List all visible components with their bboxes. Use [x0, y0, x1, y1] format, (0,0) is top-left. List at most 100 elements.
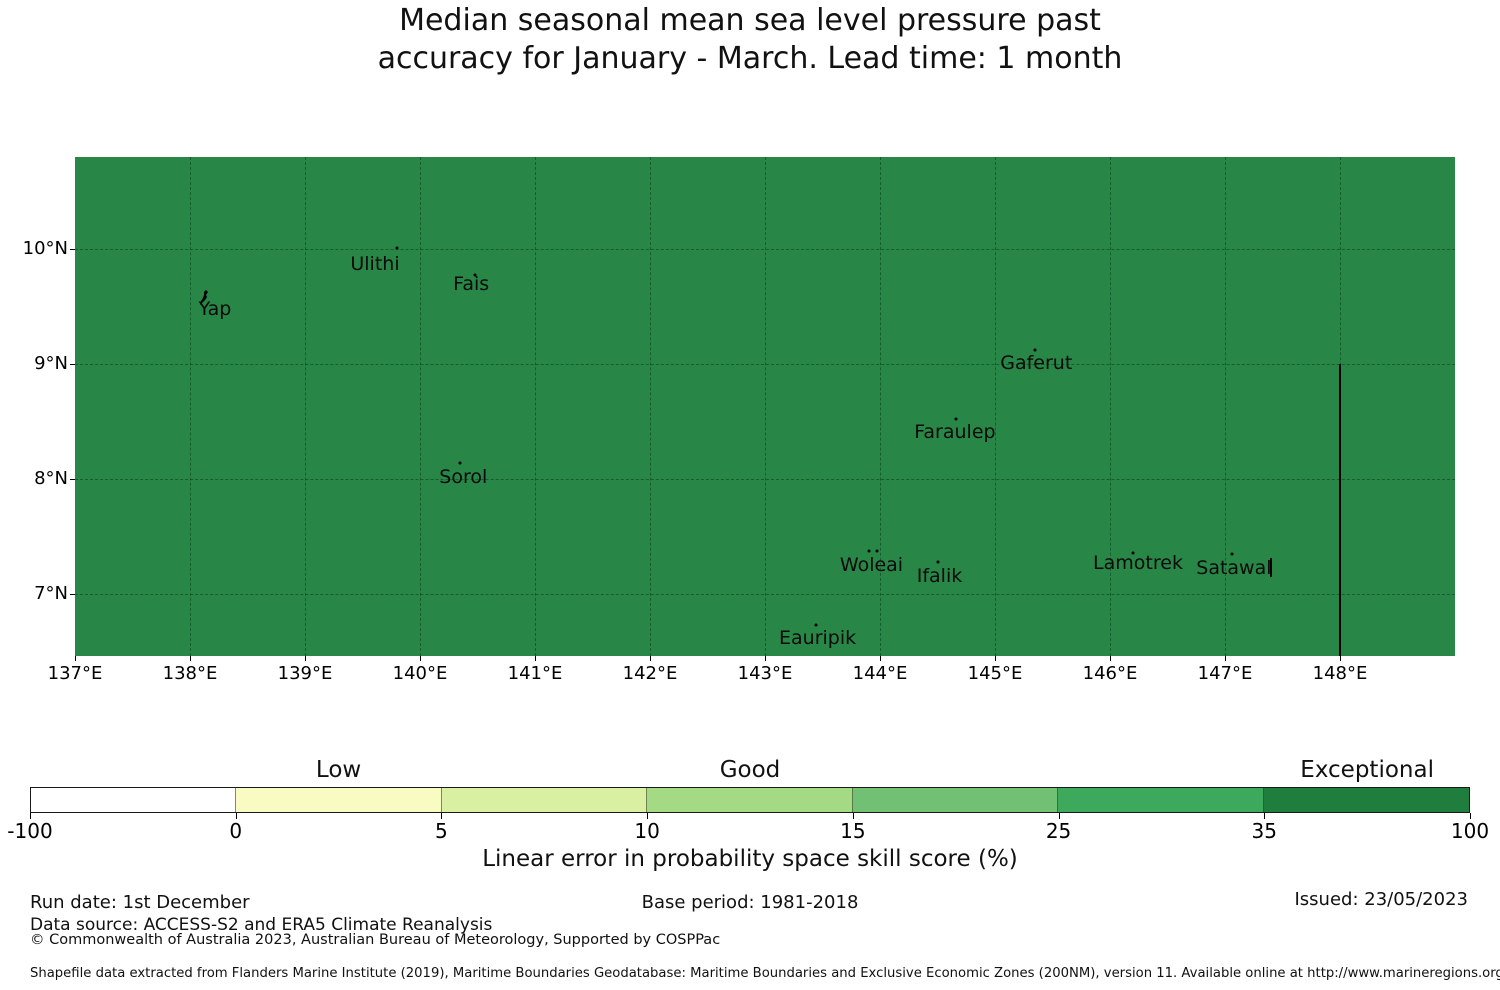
island-marker-dot: [473, 273, 477, 277]
grid-line-vertical: [535, 157, 536, 656]
grid-line-vertical: [765, 157, 766, 656]
y-axis-tick: [70, 594, 75, 595]
shapefile-attribution-text: Shapefile data extracted from Flanders M…: [30, 966, 1500, 981]
x-tick-label: 148°E: [1312, 663, 1368, 684]
colorbar-tick-label: 25: [1045, 819, 1072, 843]
island-label-ifalik: Ifalik: [916, 564, 963, 587]
grid-line-horizontal: [75, 479, 1455, 480]
colorbar-segment: [236, 788, 442, 812]
x-tick-label: 141°E: [507, 663, 563, 684]
eez-boundary-line: [1270, 558, 1272, 577]
y-tick-label: 7°N: [34, 583, 68, 604]
island-label-fais: Fais: [453, 273, 490, 296]
island-label-gaferut: Gaferut: [1000, 352, 1073, 375]
y-tick-label: 8°N: [34, 468, 68, 489]
colorbar-tick-label: 10: [634, 819, 660, 843]
grid-line-horizontal: [75, 364, 1455, 365]
grid-line-horizontal: [75, 594, 1455, 595]
x-axis-tick: [1110, 656, 1111, 661]
x-tick-label: 140°E: [392, 663, 448, 684]
x-axis-tick: [650, 656, 651, 661]
colorbar-segment: [647, 788, 853, 812]
grid-line-vertical: [420, 157, 421, 656]
x-axis-tick: [75, 656, 76, 661]
colorbar-tick: [235, 813, 237, 819]
y-axis-tick: [70, 364, 75, 365]
colorbar-segment: [1058, 788, 1264, 812]
grid-line-vertical: [1225, 157, 1226, 656]
y-axis-tick: [70, 249, 75, 250]
figure-title-line2: accuracy for January - March. Lead time:…: [377, 41, 1123, 76]
island-marker-dot: [1131, 551, 1135, 555]
issued-date-text: Issued: 23/05/2023: [1294, 889, 1468, 910]
colorbar-segment: [441, 788, 648, 812]
x-tick-label: 138°E: [162, 663, 218, 684]
x-axis-tick: [880, 656, 881, 661]
island-marker-dot: [954, 417, 958, 421]
island-label-faraulep: Faraulep: [914, 421, 996, 444]
figure-title-line1: Median seasonal mean sea level pressure …: [399, 3, 1101, 38]
x-tick-label: 146°E: [1082, 663, 1138, 684]
x-tick-label: 143°E: [737, 663, 793, 684]
colorbar-tick: [30, 813, 31, 819]
island-label-yap: Yap: [198, 297, 232, 320]
x-axis-tick: [1340, 656, 1341, 661]
x-tick-label: 137°E: [47, 663, 103, 684]
island-label-sorol: Sorol: [439, 465, 488, 488]
colorbar: [30, 787, 1470, 813]
y-axis-tick: [70, 479, 75, 480]
data-source-text: Data source: ACCESS-S2 and ERA5 Climate …: [30, 915, 493, 935]
island-shape-yap: [199, 289, 208, 305]
x-tick-label: 142°E: [622, 663, 678, 684]
colorbar-zone-label-exceptional: Exceptional: [1300, 757, 1434, 783]
colorbar-tick: [1470, 813, 1471, 819]
copyright-text: © Commonwealth of Australia 2023, Austra…: [30, 932, 721, 948]
x-axis-tick: [995, 656, 996, 661]
island-marker-dot: [458, 461, 462, 465]
island-marker-dot: [875, 549, 878, 553]
colorbar-tick: [441, 813, 443, 819]
map-plot-area: Yap Ulithi Fais Sorol Gaferut Faraulep Woleai I…: [75, 157, 1455, 656]
figure-title: Median seasonal mean sea level pressure …: [0, 2, 1500, 78]
x-tick-label: 139°E: [277, 663, 333, 684]
x-axis-tick: [305, 656, 306, 661]
colorbar-axis-label: Linear error in probability space skill …: [482, 846, 1018, 872]
colorbar-zone-label-good: Good: [719, 757, 781, 783]
x-tick-label: 144°E: [852, 663, 908, 684]
grid-line-horizontal: [75, 249, 1455, 250]
y-tick-label: 9°N: [34, 353, 68, 374]
island-marker-dot: [1033, 348, 1037, 352]
colorbar-segment: [852, 788, 1059, 812]
grid-line-vertical: [190, 157, 191, 656]
x-axis-tick: [1225, 656, 1226, 661]
island-marker-dot: [867, 549, 870, 553]
x-axis-tick: [765, 656, 766, 661]
grid-line-vertical: [995, 157, 996, 656]
base-period-text: Base period: 1981-2018: [641, 892, 859, 913]
colorbar-tick: [1264, 813, 1266, 819]
y-tick-label: 10°N: [22, 238, 68, 259]
colorbar-tick-label: 100: [1450, 819, 1490, 843]
island-label-lamotrek: Lamotrek: [1093, 551, 1183, 574]
grid-line-vertical: [305, 157, 306, 656]
colorbar-tick: [852, 813, 854, 819]
island-marker-dot: [1230, 552, 1234, 556]
colorbar-tick: [1058, 813, 1060, 819]
run-date-text: Run date: 1st December: [30, 892, 250, 913]
grid-line-vertical: [1110, 157, 1111, 656]
colorbar-zone-label-low: Low: [315, 757, 362, 783]
grid-line-vertical: [880, 157, 881, 656]
island-marker-dot: [936, 560, 939, 564]
colorbar-tick-label: 15: [840, 819, 866, 843]
island-marker-dot: [814, 623, 818, 627]
island-label-ulithi: Ulithi: [350, 252, 400, 275]
island-label-satawal: Satawal: [1196, 556, 1272, 579]
eez-boundary-line: [1339, 364, 1341, 656]
colorbar-segment: [1263, 788, 1469, 812]
colorbar-tick-label: -100: [7, 819, 53, 843]
x-axis-tick: [190, 656, 191, 661]
colorbar-tick-label: 5: [435, 819, 448, 843]
x-tick-label: 145°E: [967, 663, 1023, 684]
x-tick-label: 147°E: [1197, 663, 1253, 684]
